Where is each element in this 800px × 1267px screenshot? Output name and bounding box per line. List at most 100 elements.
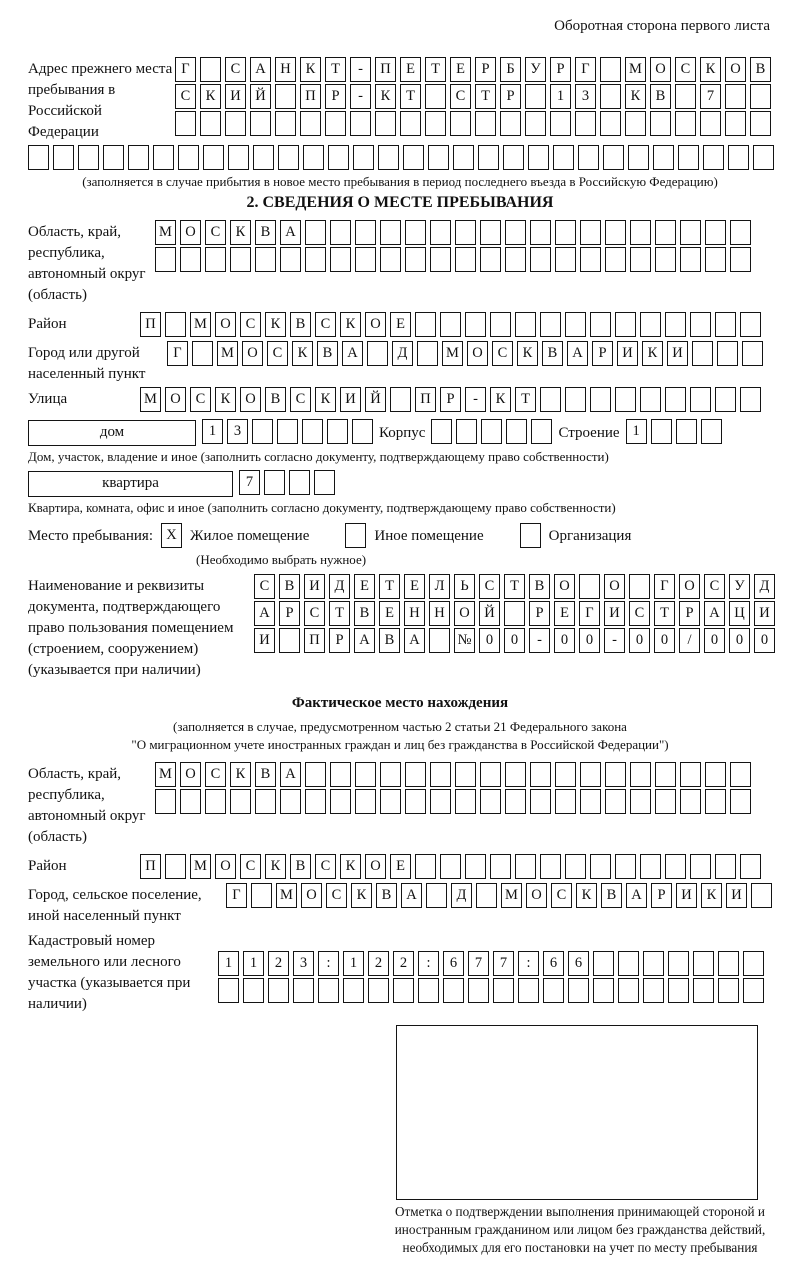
char-cell: Н: [404, 601, 425, 626]
char-cell: [393, 978, 414, 1003]
char-cell: [480, 762, 501, 787]
char-cell: П: [140, 854, 161, 879]
char-cell: [703, 145, 724, 170]
char-cell: С: [479, 574, 500, 599]
char-cell: И: [225, 84, 246, 109]
char-cell: [718, 951, 739, 976]
char-cell: [605, 762, 626, 787]
char-cell: [653, 145, 674, 170]
stamp-area: Отметка о подтверждении выполнения прини…: [388, 1025, 772, 1257]
char-cell: 0: [579, 628, 600, 653]
char-cell: М: [190, 854, 211, 879]
char-cell: [456, 419, 478, 444]
char-cell: [228, 145, 249, 170]
char-cell: [630, 762, 651, 787]
char-cell: О: [165, 387, 186, 412]
stay-type-note: (Необходимо выбрать нужное): [196, 552, 367, 567]
char-cell: П: [415, 387, 436, 412]
char-cell: [718, 978, 739, 1003]
char-cell: [277, 419, 298, 444]
char-cell: [225, 111, 246, 136]
char-cell: [203, 145, 224, 170]
char-cell: О: [301, 883, 322, 908]
char-cell: В: [255, 220, 276, 245]
char-cell: И: [304, 574, 325, 599]
char-cell: Е: [400, 57, 421, 82]
char-cell: А: [280, 762, 301, 787]
char-cell: 2: [393, 951, 414, 976]
char-cell: [476, 883, 497, 908]
char-cell: [678, 145, 699, 170]
char-cell: [480, 220, 501, 245]
char-cell: :: [518, 951, 539, 976]
char-cell: [555, 789, 576, 814]
char-cell: [680, 789, 701, 814]
house-caption: Дом, участок, владение и иное (заполнить…: [28, 449, 609, 464]
char-cell: Т: [329, 601, 350, 626]
char-cell: Й: [365, 387, 386, 412]
char-cell: [481, 419, 503, 444]
char-cell: [431, 419, 453, 444]
char-cell: [605, 220, 626, 245]
char-cell: [680, 247, 701, 272]
char-cell: К: [701, 883, 722, 908]
char-cell: :: [318, 951, 339, 976]
char-cell: [178, 145, 199, 170]
char-cell: 0: [754, 628, 775, 653]
section2-title: 2. СВЕДЕНИЯ О МЕСТЕ ПРЕБЫВАНИЯ: [246, 194, 554, 211]
char-cell: У: [525, 57, 546, 82]
char-cell: [715, 387, 736, 412]
char-cell: [540, 854, 561, 879]
char-cell: С: [551, 883, 572, 908]
char-cell: В: [317, 341, 338, 366]
region-row-2: [155, 247, 751, 273]
char-cell: [531, 419, 553, 444]
char-cell: О: [604, 574, 625, 599]
char-cell: [515, 854, 536, 879]
char-cell: 1: [202, 419, 223, 444]
char-cell: [400, 111, 421, 136]
char-cell: [590, 854, 611, 879]
char-cell: Е: [390, 312, 411, 337]
apartment-type-box: квартира: [28, 470, 233, 497]
char-cell: [515, 312, 536, 337]
char-cell: [668, 951, 689, 976]
char-cell: [380, 247, 401, 272]
char-cell: А: [704, 601, 725, 626]
char-cell: Т: [515, 387, 536, 412]
char-cell: [740, 387, 761, 412]
char-cell: [725, 111, 746, 136]
char-cell: 1: [218, 951, 239, 976]
char-cell: [330, 220, 351, 245]
char-cell: К: [625, 84, 646, 109]
char-cell: А: [254, 601, 275, 626]
char-cell: [518, 978, 539, 1003]
char-cell: А: [404, 628, 425, 653]
char-cell: К: [375, 84, 396, 109]
char-cell: [278, 145, 299, 170]
char-cell: [640, 312, 661, 337]
char-cell: 7: [468, 951, 489, 976]
char-cell: [192, 341, 213, 366]
char-cell: [205, 789, 226, 814]
char-cell: [565, 312, 586, 337]
previous-address-block: Адрес прежнего места пребывания в Россий…: [28, 57, 774, 190]
char-cell: [155, 789, 176, 814]
char-cell: [675, 84, 696, 109]
apartment-caption: Квартира, комната, офис и иное (заполнит…: [28, 500, 616, 515]
char-cell: [528, 145, 549, 170]
char-cell: [692, 341, 713, 366]
char-cell: О: [180, 762, 201, 787]
char-cell: П: [300, 84, 321, 109]
char-cell: К: [215, 387, 236, 412]
char-cell: [293, 978, 314, 1003]
char-cell: 7: [493, 951, 514, 976]
char-cell: [302, 419, 323, 444]
char-cell: И: [676, 883, 697, 908]
char-cell: [368, 978, 389, 1003]
char-cell: [53, 145, 74, 170]
char-cell: М: [625, 57, 646, 82]
